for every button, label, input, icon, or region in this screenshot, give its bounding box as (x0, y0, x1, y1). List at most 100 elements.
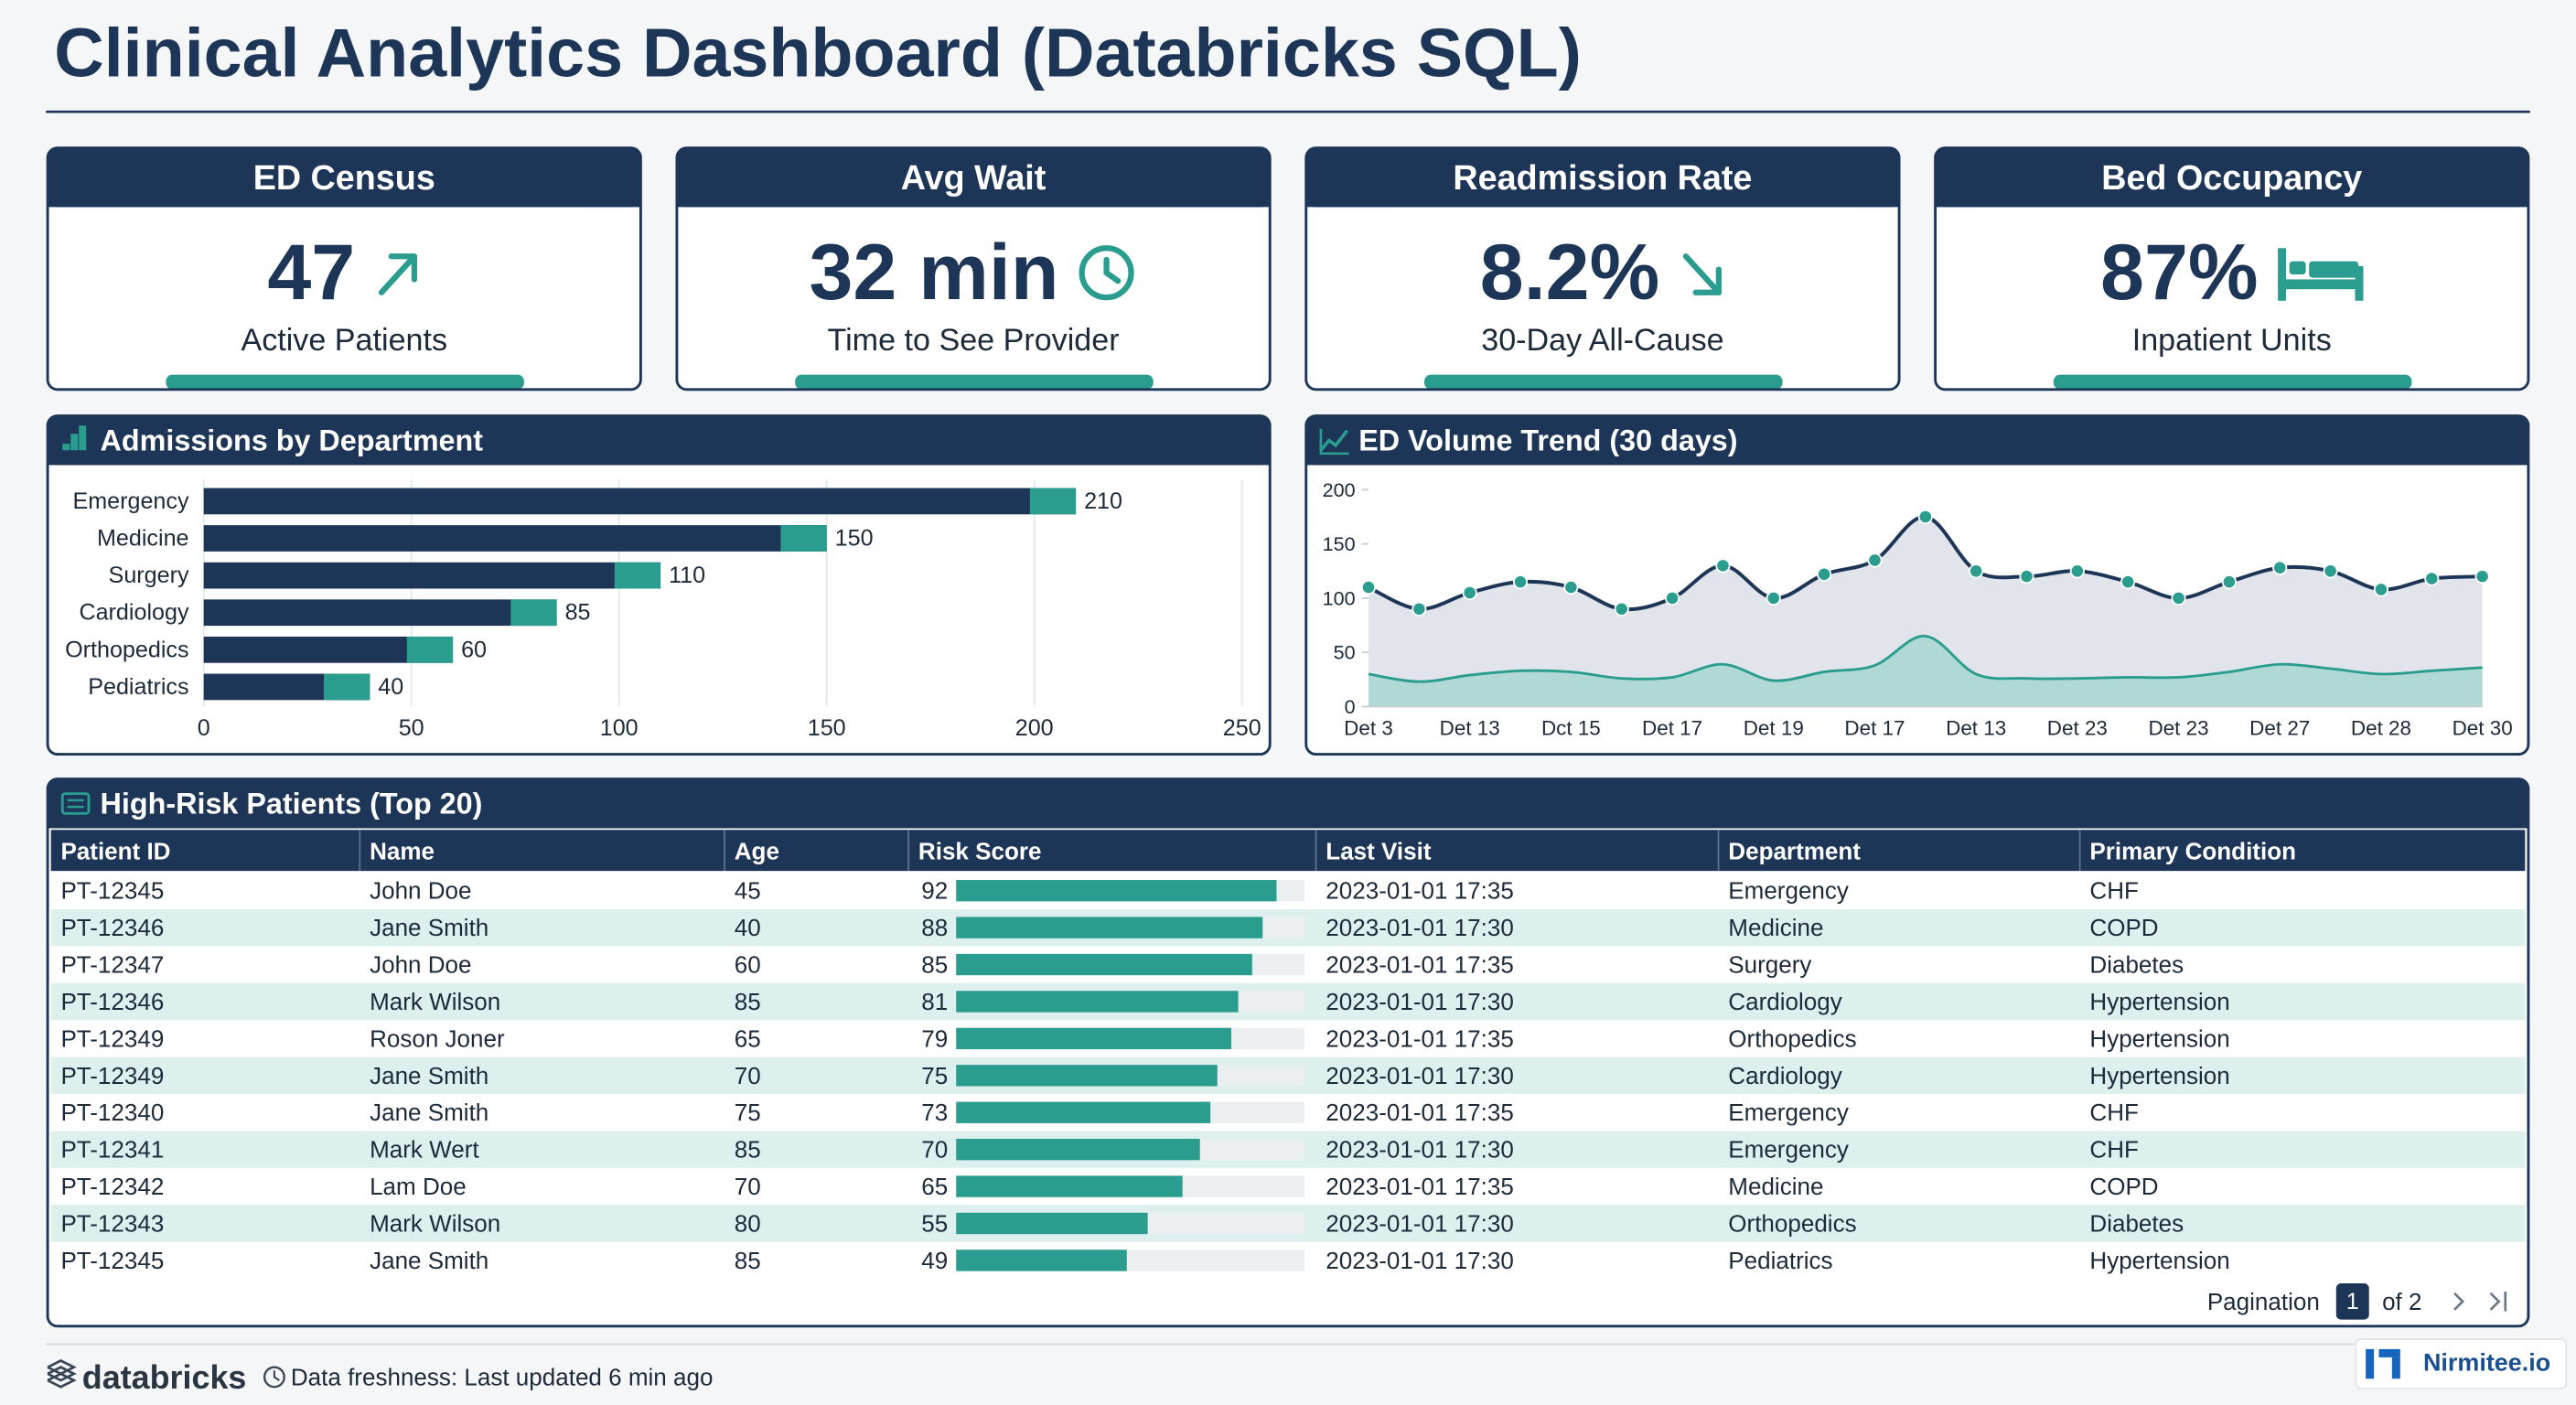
y-tick-label: 50 (1334, 641, 1356, 664)
table-cell: Roson Joner (370, 1024, 505, 1052)
next-page[interactable] (2453, 1292, 2464, 1311)
panel-icon (62, 425, 87, 451)
table-cell: John Doe (370, 877, 471, 905)
panel-header (1305, 448, 2528, 466)
icon-part (1319, 429, 1349, 452)
kpi-card-border (675, 146, 1272, 391)
risk-bar (956, 1175, 1183, 1197)
column-header: Name (370, 838, 435, 865)
x-tick-label: Dct 15 (1541, 716, 1601, 739)
icon-part (79, 425, 87, 451)
content: ED Census 47 Active Patients Avg Wait 32 min… (46, 146, 2568, 1396)
kpi-card-border (1934, 146, 2530, 391)
column-header: Age (735, 838, 779, 865)
table-cell: 2023-01-01 17:30 (1326, 914, 1513, 941)
panel-border (46, 414, 1272, 756)
credit-logo (2378, 1348, 2400, 1357)
point (2323, 563, 2338, 579)
category-label: Pediatrics (88, 674, 188, 700)
point (2171, 590, 2186, 606)
table-cell: PT-12340 (60, 1099, 164, 1126)
kpi-card (1935, 147, 2528, 390)
panel-title: High-Risk Patients (Top 20) (101, 787, 483, 820)
last-page[interactable] (2489, 1292, 2501, 1311)
kpi-card-border (1304, 146, 1901, 391)
x-tick-label: 50 (399, 715, 424, 741)
table-cell: CHF (2089, 877, 2138, 905)
column-header: Primary Condition (2089, 838, 2296, 865)
table-cell: 2023-01-01 17:35 (1326, 1173, 1513, 1200)
table-cell: Hypertension (2089, 1247, 2229, 1274)
table-cell: 2023-01-01 17:35 (1326, 951, 1513, 979)
table-cell: 65 (735, 1024, 761, 1052)
table-cell: PT-12346 (60, 988, 164, 1015)
table-cell: 2023-01-01 17:30 (1326, 1247, 1513, 1274)
risk-bar (956, 1101, 1211, 1123)
x-tick-label: 250 (1223, 715, 1261, 741)
table-cell: Diabetes (2089, 1209, 2184, 1237)
bar-accent (780, 525, 827, 552)
table-cell: PT-12343 (60, 1209, 164, 1237)
area (1368, 636, 2483, 707)
table-cell: Mark Wert (370, 1136, 479, 1164)
value-label: 40 (378, 674, 403, 700)
brand-icon (47, 1366, 77, 1382)
table-cell: 70 (735, 1062, 761, 1089)
table-cell: Jane Smith (370, 914, 488, 941)
bar-accent (406, 636, 454, 663)
table-cell: PT-12341 (60, 1136, 164, 1164)
y-tick-label: 100 (1323, 586, 1356, 609)
table-cell: 75 (921, 1062, 948, 1089)
table-cell: PT-12342 (60, 1173, 164, 1200)
page-number[interactable]: 1 (2346, 1289, 2359, 1314)
table-cell: Hypertension (2089, 1024, 2229, 1052)
table-cell: 2023-01-01 17:30 (1326, 1209, 1513, 1237)
point (2272, 560, 2288, 575)
table-cell: 73 (921, 1099, 948, 1126)
kpi-value: 8.2% (1480, 229, 1659, 316)
x-tick-label: 150 (808, 715, 846, 741)
value-label: 150 (835, 526, 874, 552)
table-cell: Orthopedics (1728, 1024, 1856, 1052)
kpi-accent (166, 374, 524, 390)
panel-header (48, 448, 1271, 466)
table-cell: Mark Wilson (370, 988, 500, 1015)
kpi-card-border (46, 146, 642, 391)
panel-header (48, 811, 2528, 829)
table-cell: 79 (921, 1024, 948, 1052)
table-cell: 80 (735, 1209, 761, 1237)
kpi-accent (795, 374, 1154, 390)
kpi-title: Readmission Rate (1453, 158, 1752, 197)
point (2424, 571, 2440, 586)
risk-bar (956, 991, 1239, 1013)
value-label: 210 (1084, 488, 1122, 514)
kpi-header (1305, 180, 1900, 208)
kpi-caption: Active Patients (241, 323, 447, 358)
table-cell: Pediatrics (1728, 1247, 1832, 1274)
point (2069, 563, 2085, 579)
table-cell: 40 (735, 914, 761, 941)
kpi-title: ED Census (253, 158, 435, 197)
table-cell: 45 (735, 877, 761, 905)
x-tick-label: Det 28 (2351, 716, 2411, 739)
y-tick-label: 150 (1323, 532, 1356, 555)
icon-part (60, 792, 91, 815)
point (1462, 585, 1477, 601)
x-tick-label: 100 (600, 715, 639, 741)
icon-part (1319, 428, 1349, 456)
table-cell: Jane Smith (370, 1099, 488, 1126)
point (2373, 582, 2389, 597)
kpi-caption: 30-Day All-Cause (1481, 323, 1723, 358)
table-cell: 70 (921, 1136, 948, 1164)
table-cell: CHF (2089, 1136, 2138, 1164)
table-cell: Lam Doe (370, 1173, 467, 1200)
page-button (2335, 1283, 2369, 1320)
kpi-value: 47 (267, 229, 355, 316)
panel-icon (60, 792, 91, 815)
x-tick-label: Det 30 (2453, 716, 2513, 739)
kpi-header (48, 180, 641, 208)
risk-bar (956, 1027, 1232, 1050)
